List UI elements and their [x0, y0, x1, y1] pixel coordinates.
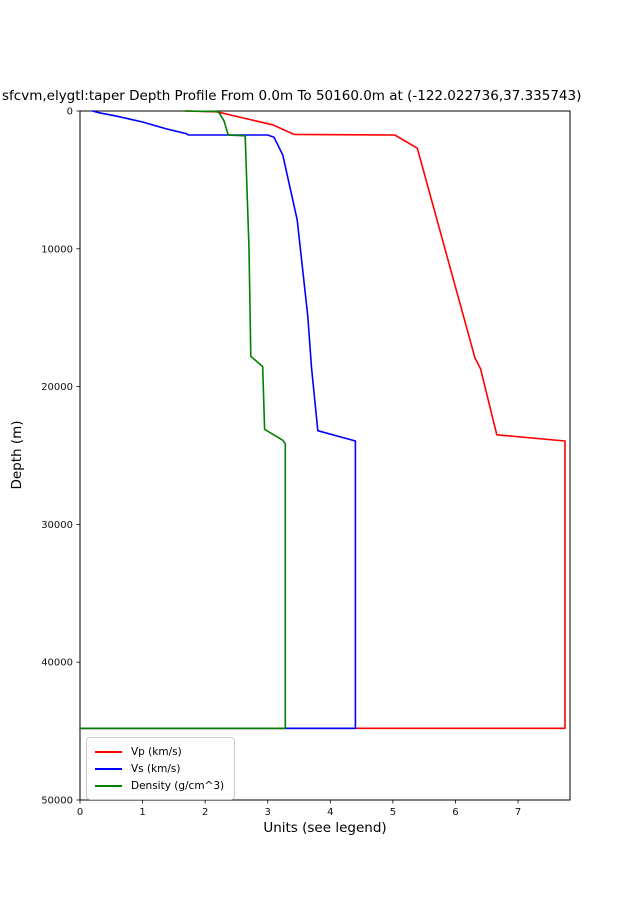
- y-tick-label: 20000: [41, 382, 73, 393]
- y-tick-label: 40000: [41, 658, 73, 669]
- vp-legend-line: [95, 750, 122, 753]
- chart-title: sfcvm,elygtl:taper Depth Profile From 0.…: [2, 88, 582, 104]
- y-tick-label: 0: [67, 107, 73, 118]
- legend-item-vp: Vp (km/s): [95, 743, 224, 760]
- x-tick-label: 2: [202, 807, 208, 818]
- density-line: [79, 110, 287, 730]
- x-tick-label: 4: [327, 807, 333, 818]
- density-legend-line: [95, 784, 122, 787]
- y-tick-label: 10000: [41, 244, 73, 255]
- legend-label: Density (g/cm^3): [131, 779, 225, 792]
- y-tick-label: 30000: [41, 520, 73, 531]
- x-tick-label: 3: [265, 807, 271, 818]
- legend-item-density: Density (g/cm^3): [95, 777, 224, 794]
- x-tick-label: 0: [77, 807, 83, 818]
- plot-border: [79, 110, 571, 801]
- vp-line: [79, 110, 566, 730]
- y-tick-label: 50000: [41, 796, 73, 807]
- x-tick-label: 7: [515, 807, 521, 818]
- legend-item-vs: Vs (km/s): [95, 760, 224, 777]
- vs-line: [79, 110, 357, 730]
- x-tick-label: 1: [139, 807, 145, 818]
- x-axis-label: Units (see legend): [263, 820, 387, 836]
- legend-label: Vp (km/s): [131, 745, 182, 758]
- legend-label: Vs (km/s): [131, 762, 181, 775]
- x-tick-label: 5: [390, 807, 396, 818]
- x-tick-label: 6: [452, 807, 458, 818]
- vs-legend-line: [95, 767, 122, 770]
- legend: Vp (km/s) Vs (km/s) Density (g/cm^3): [86, 737, 236, 800]
